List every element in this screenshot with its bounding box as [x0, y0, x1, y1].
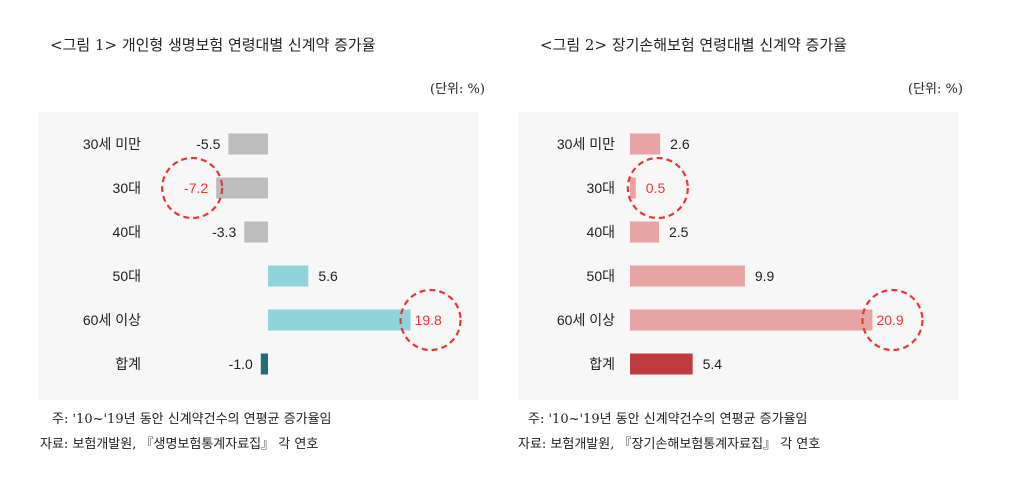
chart-1-category-label: 30대 — [113, 180, 141, 196]
chart-2-bar-40대 — [630, 221, 659, 243]
chart-2-value-label: 2.6 — [670, 136, 690, 152]
chart-2-category-label: 합계 — [589, 356, 615, 372]
chart-1-bar-60세-이상 — [268, 309, 411, 331]
chart-2-source: 자료: 보험개발원, 『장기손해보험통계자료집』 각 연호 — [518, 437, 821, 452]
chart-1-value-label: -1.0 — [229, 356, 253, 372]
chart-1-value-label: 5.6 — [318, 268, 338, 284]
chart-2-bar-60세-이상 — [630, 309, 873, 331]
chart-1-highlight-circle — [399, 288, 462, 352]
chart-1-plot-area: 30세 미만 -5.5 30대 -7.2 40대 -3.3 50대 5.6 60세 이상 19.8… — [38, 112, 478, 400]
chart-1-category-label: 60세 이상 — [83, 312, 141, 328]
chart-1-value-label: -3.3 — [212, 224, 236, 240]
chart-1-svg: 30세 미만 -5.5 30대 -7.2 40대 -3.3 50대 5.6 60세 이상 19.8… — [83, 133, 462, 375]
chart-1-source: 자료: 보험개발원, 『생명보험통계자료집』 각 연호 — [40, 437, 319, 452]
chart-1-category-label: 합계 — [115, 356, 141, 372]
chart-2-bar-30세-미만 — [630, 133, 661, 155]
chart-1-bar-50대 — [268, 265, 309, 287]
chart-1-category-label: 30세 미만 — [83, 136, 141, 152]
chart-2-category-label: 50대 — [587, 268, 615, 284]
chart-2-unit: (단위: %) — [908, 82, 963, 97]
chart-1-note: 주: '10~'19년 동안 신계약건수의 연평균 증가율임 — [52, 412, 332, 427]
chart-2-title: <그림 2> 장기손해보험 연령대별 신계약 증가율 — [540, 36, 847, 54]
chart-1-title: <그림 1> 개인형 생명보험 연령대별 신계약 증가율 — [50, 36, 376, 54]
chart-1-highlight-circle — [161, 156, 224, 220]
chart-2-plot-area: 30세 미만 2.6 30대 0.5 40대 2.5 50대 9.9 60세 이상 20.9 합계 5… — [518, 112, 958, 400]
chart-1-unit: (단위: %) — [430, 82, 485, 97]
chart-2-bar-30대 — [630, 177, 636, 199]
chart-2-category-label: 30대 — [587, 180, 615, 196]
chart-2-category-label: 30세 미만 — [557, 136, 615, 152]
chart-2-bar-합계 — [630, 353, 693, 375]
chart-1-value-label: -5.5 — [196, 136, 220, 152]
chart-2-category-label: 40대 — [587, 224, 615, 240]
chart-2-value-label: 20.9 — [876, 312, 903, 328]
chart-1-value-label: 19.8 — [415, 312, 442, 328]
chart-1-bar-30세-미만 — [228, 133, 268, 155]
chart-2-value-label: 2.5 — [669, 224, 689, 240]
chart-1-category-label: 50대 — [113, 268, 141, 284]
chart-1-value-label: -7.2 — [184, 180, 208, 196]
chart-2-value-label: 5.4 — [703, 356, 723, 372]
chart-2-value-label: 0.5 — [646, 180, 666, 196]
chart-2-bar-50대 — [630, 265, 745, 287]
chart-2-highlight-circle — [626, 156, 689, 220]
chart-2-svg: 30세 미만 2.6 30대 0.5 40대 2.5 50대 9.9 60세 이상 20.9 합계 5… — [557, 133, 924, 375]
chart-2-category-label: 60세 이상 — [557, 312, 615, 328]
chart-2-value-label: 9.9 — [755, 268, 775, 284]
chart-1-bar-30대 — [216, 177, 268, 199]
chart-1-bar-합계 — [260, 353, 268, 375]
chart-1-bar-40대 — [244, 221, 268, 243]
chart-2-highlight-circle — [861, 288, 924, 352]
chart-1-category-label: 40대 — [113, 224, 141, 240]
chart-2-note: 주: '10~'19년 동안 신계약건수의 연평균 증가율임 — [528, 412, 808, 427]
